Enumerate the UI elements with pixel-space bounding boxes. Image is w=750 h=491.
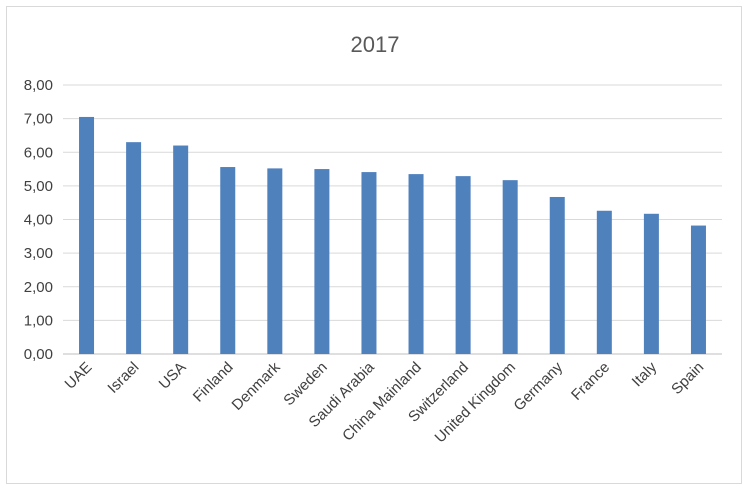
bar [173,145,189,354]
bar [361,172,377,354]
x-tick-label: UAE [62,359,96,393]
x-tick-label: Germany [510,358,566,414]
bar [126,142,142,354]
x-tick-label: France [568,359,613,404]
bar [267,168,283,354]
x-tick-label: Italy [629,358,661,390]
chart-title: 2017 [351,32,400,57]
y-tick-label: 5,00 [24,178,53,195]
bars [79,116,706,354]
y-tick-label: 1,00 [24,312,53,329]
x-tick-label: Israel [104,359,142,397]
x-tick-label: USA [156,359,190,393]
gridlines [63,84,722,355]
bar [690,225,706,354]
y-tick-label: 3,00 [24,245,53,262]
x-tick-label: Finland [190,359,237,406]
bar [549,196,565,354]
x-tick-label: United Kingdom [432,359,519,446]
x-tick-label: Spain [668,359,707,398]
y-tick-label: 2,00 [24,279,53,296]
y-axis-ticks: 0,00 1,00 2,00 3,00 4,00 5,00 6,00 7,00 8,00 [24,77,53,363]
bar [220,167,236,354]
y-tick-label: 8,00 [24,77,53,94]
bar [79,116,95,354]
y-tick-label: 0,00 [24,346,53,363]
bar [455,176,471,354]
x-tick-label: Denmark [229,358,284,413]
bar [314,169,330,354]
y-tick-label: 4,00 [24,212,53,229]
bar [643,213,659,354]
bar [596,210,612,354]
bar [408,174,424,354]
bar [502,180,518,354]
y-tick-label: 6,00 [24,144,53,161]
y-tick-label: 7,00 [24,111,53,128]
